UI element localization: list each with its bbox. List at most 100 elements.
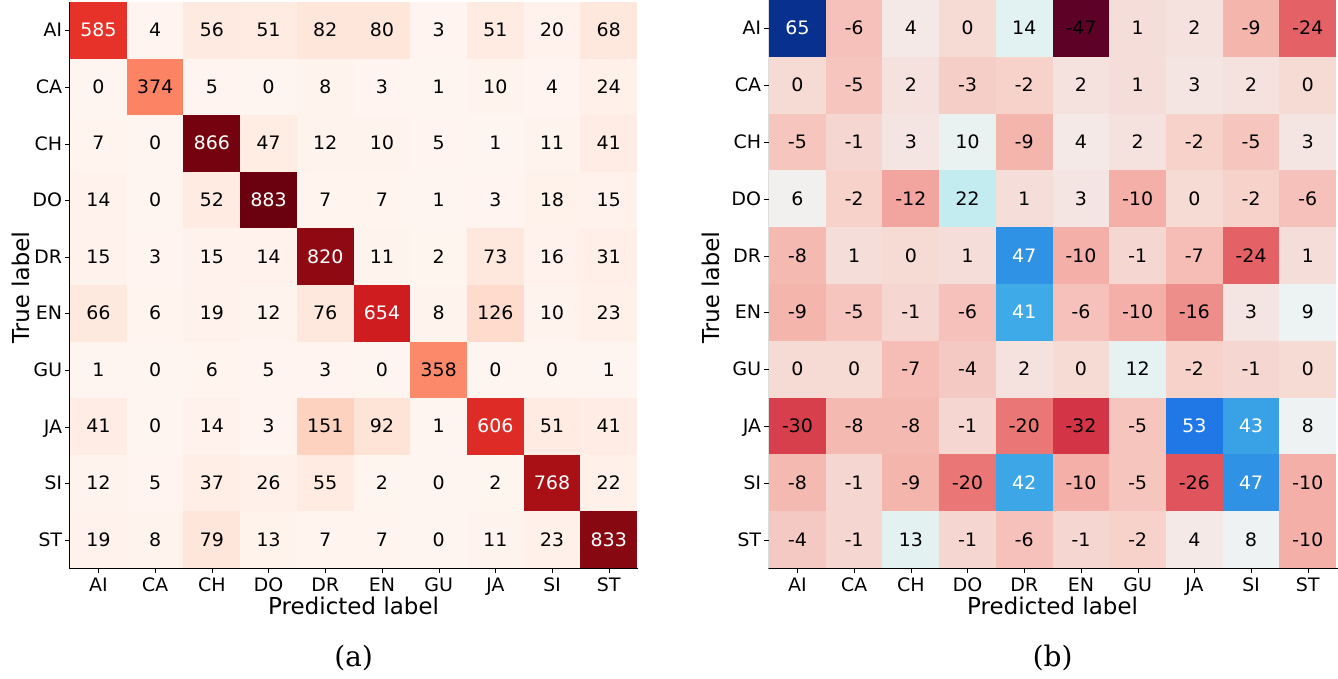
y-tick-label: DR xyxy=(12,246,70,268)
heatmap-cell: 0 xyxy=(126,398,184,455)
heatmap-cell: 3 xyxy=(1165,56,1223,114)
x-tick-label: ST xyxy=(581,568,637,596)
heatmap-cell: -12 xyxy=(882,170,940,228)
heatmap-cell: 3 xyxy=(1052,170,1110,228)
heatmap-cell: 26 xyxy=(240,454,297,512)
heatmap-cell: -10 xyxy=(1109,170,1166,228)
heatmap-cell: -3 xyxy=(939,56,996,114)
heatmap-cell: 6 xyxy=(769,170,826,228)
heatmap-cell: 1 xyxy=(410,398,467,455)
y-tick-label: AI xyxy=(12,19,70,41)
y-tick-label: GU xyxy=(12,359,70,381)
heatmap-cell: 68 xyxy=(580,2,637,59)
heatmap-cell: 80 xyxy=(353,2,411,59)
heatmap-cell: 1 xyxy=(70,341,127,399)
heatmap-cell: 3 xyxy=(353,58,411,116)
x-tick-label: JA xyxy=(1166,568,1222,596)
heatmap-cell: -30 xyxy=(769,397,826,455)
heatmap-cell: 0 xyxy=(466,341,524,399)
x-tick-label: CH xyxy=(184,568,240,596)
heatmap-cell: 820 xyxy=(296,228,354,285)
heatmap-cell: 6 xyxy=(183,341,241,399)
heatmap-cell: 2 xyxy=(1222,56,1280,114)
heatmap-cell: 833 xyxy=(580,511,637,568)
heatmap-cell: -10 xyxy=(1279,454,1336,512)
y-tick-label: DO xyxy=(711,188,769,210)
heatmap-cell: 0 xyxy=(1052,340,1110,398)
heatmap-cell: 0 xyxy=(126,341,184,399)
heatmap-cell: -5 xyxy=(825,283,883,341)
y-tick-label: EN xyxy=(711,301,769,323)
x-tick-label: EN xyxy=(354,568,410,596)
heatmap-cell: 41 xyxy=(70,398,127,455)
heatmap-cell: 20 xyxy=(523,2,581,59)
heatmap-cell: -6 xyxy=(1279,170,1336,228)
heatmap-cell: -1 xyxy=(1109,227,1166,284)
heatmap-cell: 19 xyxy=(183,284,241,342)
heatmap-cell: -2 xyxy=(1165,340,1223,398)
heatmap-cell: 768 xyxy=(523,454,581,512)
heatmap-cell: 79 xyxy=(183,511,241,568)
heatmap-grid-b: 65 -6 4 0 14 -47 1 2 -9 -24 0 -5 2 -3 -2 2 1 3 2 0 -5 -1 3 10 -9… xyxy=(769,0,1336,568)
heatmap-cell: 18 xyxy=(523,171,581,229)
heatmap-cell: 5 xyxy=(126,454,184,512)
heatmap-cell: 0 xyxy=(769,340,826,398)
y-tick-label: DO xyxy=(12,189,70,211)
heatmap-cell: 2 xyxy=(466,454,524,512)
heatmap-cell: -1 xyxy=(939,511,996,568)
heatmap-cell: -1 xyxy=(1052,511,1110,568)
y-axis-label-b: True label xyxy=(699,231,725,343)
heatmap-cell: 37 xyxy=(183,454,241,512)
heatmap-cell: 23 xyxy=(523,511,581,568)
y-tick-label: JA xyxy=(711,415,769,437)
x-axis-label-a: Predicted label xyxy=(268,594,439,620)
heatmap-cell: 56 xyxy=(183,2,241,59)
heatmap-cell: 43 xyxy=(1222,397,1280,455)
x-tick-label: DO xyxy=(240,568,296,596)
heatmap-cell: 374 xyxy=(126,58,184,116)
heatmap-cell: 2 xyxy=(1165,0,1223,57)
heatmap-cell: 10 xyxy=(523,284,581,342)
heatmap-cell: 1 xyxy=(1109,0,1166,57)
heatmap-cell: 3 xyxy=(410,2,467,59)
heatmap-cell: 13 xyxy=(882,511,940,568)
heatmap-cell: -9 xyxy=(769,283,826,341)
heatmap-cell: -16 xyxy=(1165,283,1223,341)
heatmap-cell: 4 xyxy=(882,0,940,57)
heatmap-cell: 0 xyxy=(882,227,940,284)
heatmap-cell: 5 xyxy=(183,58,241,116)
heatmap-cell: -5 xyxy=(825,56,883,114)
heatmap-cell: 10 xyxy=(939,113,996,171)
heatmap-cell: 4 xyxy=(1165,511,1223,568)
x-tick-label: SI xyxy=(1223,568,1279,596)
y-axis-label-a: True label xyxy=(9,231,35,343)
heatmap-cell: -20 xyxy=(995,397,1053,455)
heatmap-cell: -9 xyxy=(995,113,1053,171)
heatmap-cell: -24 xyxy=(1222,227,1280,284)
heatmap-cell: 0 xyxy=(410,511,467,568)
heatmap-cell: 24 xyxy=(580,58,637,116)
heatmap-cell: 22 xyxy=(939,170,996,228)
heatmap-cell: 0 xyxy=(939,0,996,57)
heatmap-cell: 14 xyxy=(995,0,1053,57)
x-tick-label: DO xyxy=(939,568,995,596)
heatmap-cell: -8 xyxy=(825,397,883,455)
heatmap-cell: 0 xyxy=(769,56,826,114)
heatmap-cell: 22 xyxy=(580,454,637,512)
heatmap-cell: -6 xyxy=(1052,283,1110,341)
heatmap-cell: 76 xyxy=(296,284,354,342)
y-tick-label: CH xyxy=(12,133,70,155)
heatmap-cell: 654 xyxy=(353,284,411,342)
heatmap-cell: 41 xyxy=(580,398,637,455)
y-tick-label: SI xyxy=(711,472,769,494)
heatmap-cell: -9 xyxy=(882,454,940,512)
y-tick-label: EN xyxy=(12,302,70,324)
heatmap-cell: 9 xyxy=(1279,283,1336,341)
y-tick-label: CA xyxy=(711,74,769,96)
heatmap-cell: 8 xyxy=(126,511,184,568)
heatmap-cell: 19 xyxy=(70,511,127,568)
heatmap-cell: 12 xyxy=(296,115,354,172)
heatmap-cell: 41 xyxy=(995,283,1053,341)
heatmap-cell: 41 xyxy=(580,115,637,172)
heatmap-cell: 7 xyxy=(296,511,354,568)
